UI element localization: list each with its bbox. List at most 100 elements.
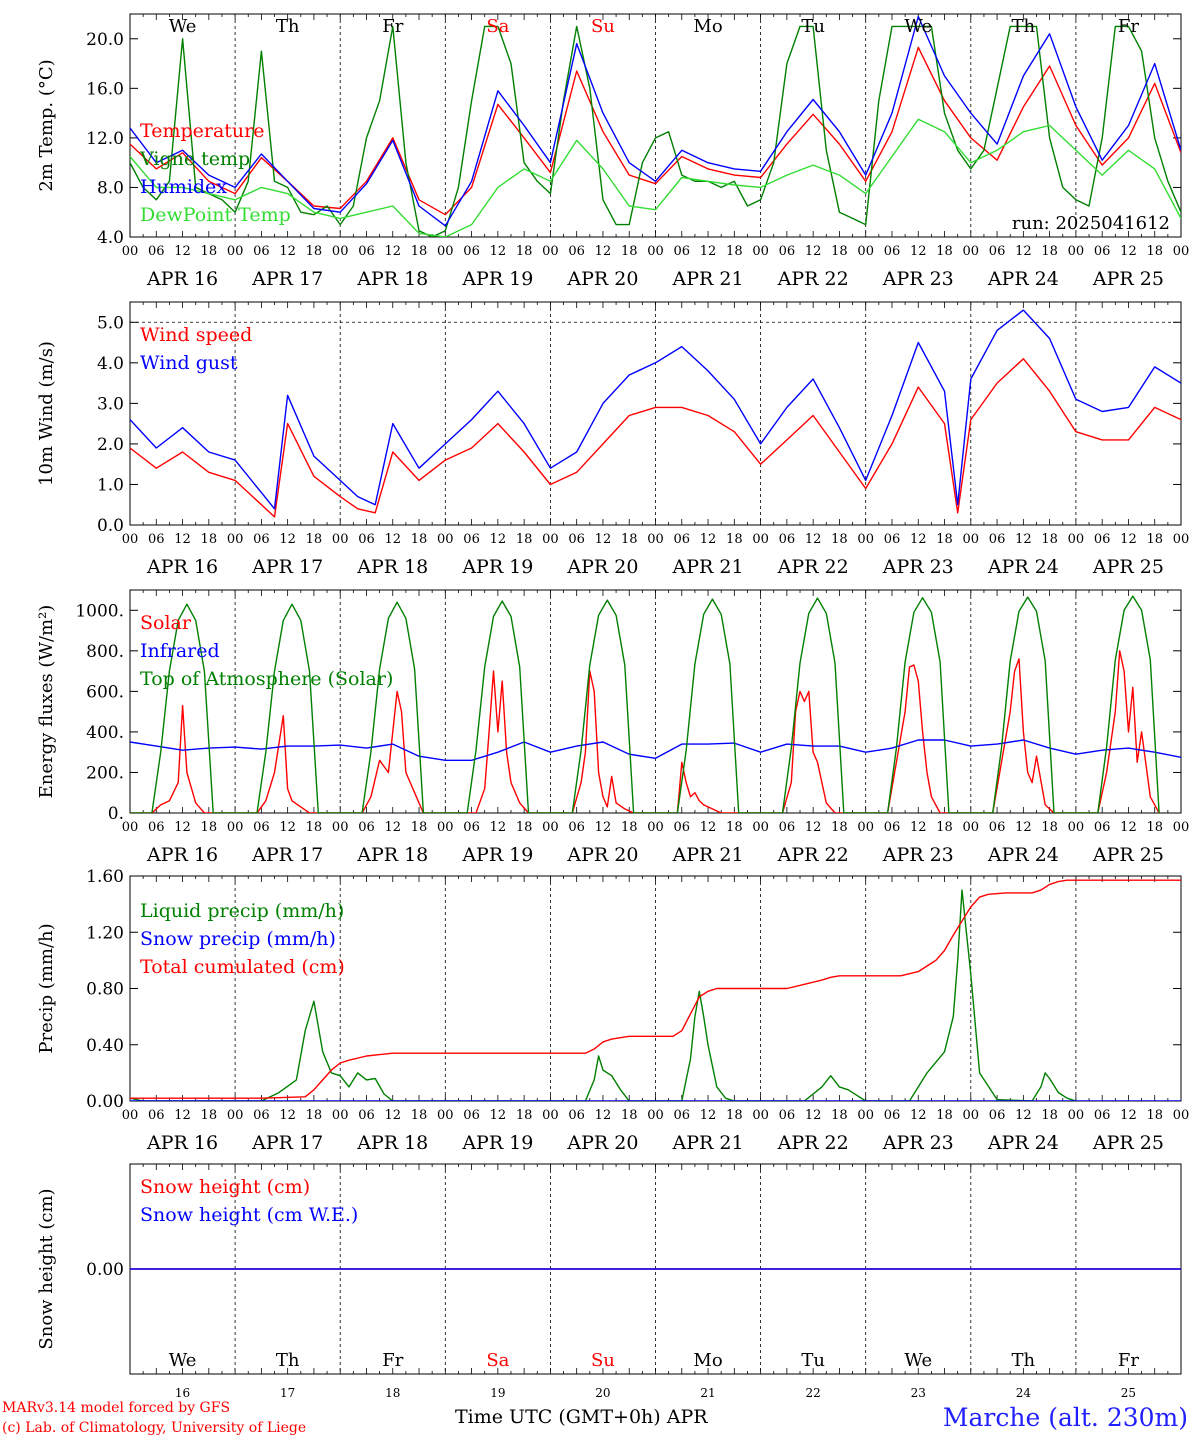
hour-tick-label: 00 — [332, 244, 349, 259]
hour-tick-label: 12 — [279, 1108, 296, 1123]
hour-tick-label: 18 — [306, 532, 323, 547]
day-label: APR 19 — [461, 844, 533, 866]
hour-tick-label: 18 — [516, 532, 533, 547]
y-tick-label: 2.0 — [97, 435, 124, 455]
hour-tick-label: 06 — [148, 532, 165, 547]
hour-tick-label: 12 — [700, 532, 717, 547]
hour-tick-label: 06 — [148, 244, 165, 259]
series-group — [130, 309, 1181, 518]
day-label: APR 21 — [672, 268, 744, 290]
hour-tick-label: 06 — [463, 820, 480, 835]
legend-entry: Total cumulated (cm) — [140, 956, 345, 978]
day-label: APR 22 — [777, 1132, 849, 1154]
legend-entry: Humidex — [140, 176, 227, 198]
legend-entry: Solar — [140, 612, 192, 634]
hour-tick-label: 12 — [595, 820, 612, 835]
hour-tick-label: 06 — [674, 532, 691, 547]
hour-tick-label: 06 — [463, 1108, 480, 1123]
hour-tick-label: 06 — [1094, 532, 1111, 547]
day-number-label: 16 — [175, 1386, 190, 1400]
series-line-3 — [130, 595, 1160, 813]
hour-tick-label: 00 — [752, 244, 769, 259]
day-label: APR 25 — [1092, 1132, 1164, 1154]
y-tick-label: 0.0 — [97, 516, 124, 536]
hour-tick-label: 18 — [201, 532, 218, 547]
hour-tick-label: 12 — [279, 244, 296, 259]
day-label: APR 19 — [461, 268, 533, 290]
y-tick-label: 600. — [86, 682, 124, 702]
weekday-label-bottom: Mo — [693, 1350, 722, 1371]
hour-tick-label: 06 — [463, 244, 480, 259]
hour-tick-label: 06 — [779, 244, 796, 259]
day-label: APR 16 — [146, 1132, 218, 1154]
legend-entry: Top of Atmosphere (Solar) — [140, 668, 393, 690]
weekday-label-bottom: Th — [1012, 1350, 1036, 1371]
weekday-label: Tu — [801, 16, 825, 37]
hour-tick-label: 06 — [1094, 820, 1111, 835]
weekday-label-bottom: Th — [276, 1350, 300, 1371]
y-tick-label: 20.0 — [86, 30, 124, 50]
hour-tick-label: 00 — [752, 1108, 769, 1123]
series-line-3 — [130, 879, 1181, 1099]
y-tick-label: 8.0 — [97, 178, 124, 198]
day-label: APR 21 — [672, 1132, 744, 1154]
hour-tick-label: 12 — [805, 1108, 822, 1123]
hour-tick-label: 18 — [516, 820, 533, 835]
hour-tick-label: 06 — [358, 820, 375, 835]
hour-tick-label: 06 — [253, 1108, 270, 1123]
hour-tick-label: 00 — [122, 532, 139, 547]
y-axis-label: Precip (mm/h) — [36, 923, 57, 1053]
day-label: APR 25 — [1092, 556, 1164, 578]
hour-tick-label: 00 — [437, 820, 454, 835]
series-group — [130, 595, 1181, 813]
hour-tick-label: 06 — [884, 820, 901, 835]
weekday-label: Sa — [486, 16, 509, 37]
hour-tick-label: 12 — [700, 1108, 717, 1123]
weekday-label-bottom: Tu — [801, 1350, 825, 1371]
legend-entry: Liquid precip (mm/h) — [140, 900, 344, 922]
y-tick-label: 0.00 — [86, 1092, 124, 1112]
day-label: APR 17 — [251, 844, 323, 866]
hour-tick-label: 00 — [752, 820, 769, 835]
hour-tick-label: 12 — [595, 244, 612, 259]
weekday-label: Mo — [693, 16, 722, 37]
hour-tick-label: 12 — [1120, 1108, 1137, 1123]
day-label: APR 19 — [461, 1132, 533, 1154]
series-line-2 — [130, 739, 1181, 761]
series-line-4 — [130, 118, 1181, 237]
day-label: APR 24 — [987, 556, 1059, 578]
day-number-label: 20 — [595, 1386, 610, 1400]
weekday-label: Th — [276, 16, 300, 37]
hour-tick-label: 06 — [989, 244, 1006, 259]
day-number-label: 21 — [700, 1386, 715, 1400]
y-axis-label: Snow height (cm) — [36, 1188, 57, 1349]
y-tick-label: 5.0 — [97, 313, 124, 333]
run-label: run: 2025041612 — [1012, 213, 1170, 234]
hour-tick-label: 00 — [963, 820, 980, 835]
hour-tick-label: 18 — [726, 820, 743, 835]
hour-tick-label: 18 — [1146, 1108, 1163, 1123]
y-tick-label: 4.0 — [97, 354, 124, 374]
hour-tick-label: 00 — [332, 532, 349, 547]
hour-tick-label: 12 — [174, 532, 191, 547]
hour-tick-label: 12 — [910, 1108, 927, 1123]
hour-tick-label: 00 — [857, 244, 874, 259]
series-group — [130, 15, 1181, 237]
hour-tick-label: 18 — [306, 244, 323, 259]
y-tick-label: 800. — [86, 642, 124, 662]
weekday-label-bottom: Su — [591, 1350, 615, 1371]
day-label: APR 23 — [882, 844, 954, 866]
day-label: APR 23 — [882, 1132, 954, 1154]
y-tick-label: 400. — [86, 723, 124, 743]
weekday-label-bottom: Fr — [1118, 1350, 1139, 1371]
hour-tick-label: 12 — [1120, 532, 1137, 547]
hour-tick-label: 18 — [1146, 532, 1163, 547]
hour-tick-label: 18 — [516, 1108, 533, 1123]
hour-tick-label: 00 — [227, 820, 244, 835]
hour-tick-label: 00 — [857, 820, 874, 835]
hour-tick-label: 12 — [910, 820, 927, 835]
day-number-label: 24 — [1016, 1386, 1032, 1400]
weekday-label: We — [169, 16, 197, 37]
hour-tick-label: 00 — [963, 532, 980, 547]
hour-tick-label: 18 — [201, 820, 218, 835]
